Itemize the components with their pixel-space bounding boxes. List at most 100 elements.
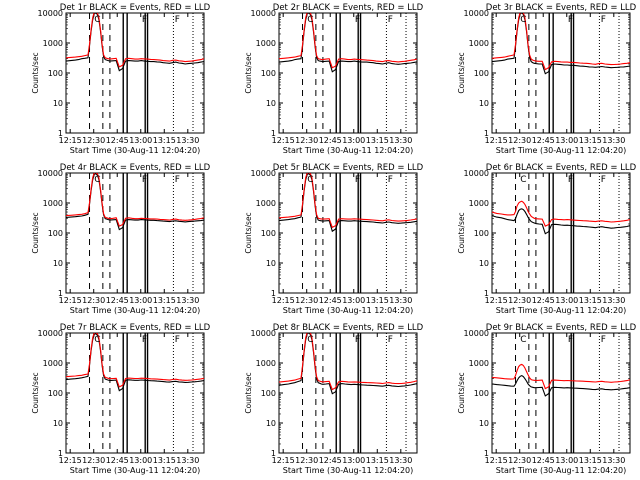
x-tick-label: 13:30 [176,296,199,305]
y-tick-label: 100 [474,69,489,78]
x-axis-label: Start Time (30-Aug-11 12:04:20) [496,146,627,155]
annotation-letter: C [307,15,313,25]
x-tick-label: 12:30 [82,296,105,305]
x-tick-label: 12:45 [319,296,342,305]
x-tick-label: 13:15 [153,456,176,465]
y-tick-label: 10 [53,259,63,268]
series-events-line [492,208,630,235]
y-tick-label: 1 [58,449,63,458]
y-tick-label: 10 [479,419,489,428]
annotation-letter: C [94,15,100,25]
annotation-letter: F [568,175,573,185]
series-events-line [66,173,204,231]
x-axis-label: Start Time (30-Aug-11 12:04:20) [70,146,201,155]
y-tick-label: 1 [484,449,489,458]
x-tick-label: 12:15 [485,296,508,305]
plot-title: Det 1r BLACK = Events, RED = LLD [60,3,211,13]
y-tick-label: 1000 [43,39,63,48]
annotation-letter: C [520,15,526,25]
annotation-letter: F [601,335,606,345]
y-tick-label: 1 [271,289,276,298]
y-tick-label: 1 [58,289,63,298]
series-events-line [66,13,204,72]
x-tick-label: 12:15 [272,296,295,305]
y-tick-label: 1000 [43,199,63,208]
series-lld-line [66,173,204,227]
x-tick-label: 12:45 [106,456,129,465]
plot-frame [65,172,205,294]
x-tick-label: 12:30 [508,456,531,465]
annotation-letter: C [307,335,313,345]
x-tick-label: 12:45 [106,136,129,145]
plot-frame [278,172,418,294]
y-tick-label: 1 [58,129,63,138]
x-axis-label: Start Time (30-Aug-11 12:04:20) [70,306,201,315]
x-tick-label: 13:30 [389,456,412,465]
y-tick-label: 10 [479,99,489,108]
x-tick-label: 13:30 [602,456,625,465]
annotation-letter: F [388,335,393,345]
y-axis-label: Counts/sec [31,52,40,93]
annotation-letter: F [355,335,360,345]
plot-title: Det 8r BLACK = Events, RED = LLD [273,323,424,333]
annotation-letter: F [175,335,180,345]
series-lld-line [279,13,417,69]
y-tick-label: 10000 [38,329,63,338]
x-tick-label: 13:15 [366,456,389,465]
x-tick-label: 13:00 [129,296,152,305]
x-tick-label: 12:30 [82,136,105,145]
x-tick-label: 13:15 [579,456,602,465]
x-tick-label: 12:15 [59,136,82,145]
x-tick-label: 12:15 [485,136,508,145]
annotation-letter: F [568,15,573,25]
series-events-line [492,374,630,397]
x-tick-label: 13:00 [342,296,365,305]
x-tick-label: 13:00 [555,456,578,465]
annotation-letter: F [142,335,147,345]
x-tick-label: 13:00 [555,136,578,145]
x-axis-label: Start Time (30-Aug-11 12:04:20) [283,466,414,475]
x-tick-label: 13:30 [176,136,199,145]
y-axis-label: Counts/sec [31,372,40,413]
series-lld-line [492,363,630,390]
y-tick-label: 1000 [469,359,489,368]
plot-frame [491,332,631,454]
plot-title: Det 4r BLACK = Events, RED = LLD [60,163,211,173]
annotation-letter: F [601,15,606,25]
y-tick-label: 10 [53,419,63,428]
x-tick-label: 13:00 [129,456,152,465]
x-axis-label: Start Time (30-Aug-11 12:04:20) [283,146,414,155]
series-lld-line [279,173,417,229]
x-tick-label: 13:30 [176,456,199,465]
y-tick-label: 1 [271,449,276,458]
y-tick-label: 100 [261,229,276,238]
y-tick-label: 10000 [251,169,276,178]
detector-panel: 1 10 100 1000 10000 12:15 12:30 12:45 13:00 13:15… [457,323,637,475]
detector-panel: 1 10 100 1000 10000 12:15 12:30 12:45 13:00 13:15… [31,323,211,475]
y-axis-label: Counts/sec [244,212,253,253]
y-tick-label: 10 [53,99,63,108]
y-tick-label: 10000 [464,9,489,18]
x-tick-label: 12:15 [59,296,82,305]
x-tick-label: 12:15 [272,456,295,465]
series-lld-line [492,13,630,71]
detector-panel: 1 10 100 1000 10000 12:15 12:30 12:45 13:00 13:15… [31,163,211,315]
annotation-letter: F [142,15,147,25]
x-tick-label: 12:30 [295,296,318,305]
y-tick-label: 100 [48,69,63,78]
x-tick-label: 13:30 [389,296,412,305]
y-tick-label: 10000 [38,169,63,178]
y-tick-label: 10 [266,419,276,428]
y-axis-label: Counts/sec [31,212,40,253]
x-tick-label: 12:45 [106,296,129,305]
annotation-letter: F [601,175,606,185]
y-tick-label: 10000 [251,329,276,338]
plot-title: Det 3r BLACK = Events, RED = LLD [486,3,637,13]
annotation-letter: F [355,15,360,25]
x-tick-label: 12:15 [272,136,295,145]
x-tick-label: 13:00 [555,296,578,305]
annotation-letter: F [388,15,393,25]
plot-title: Det 9r BLACK = Events, RED = LLD [486,323,637,333]
y-axis-label: Counts/sec [244,52,253,93]
x-tick-label: 13:15 [366,136,389,145]
